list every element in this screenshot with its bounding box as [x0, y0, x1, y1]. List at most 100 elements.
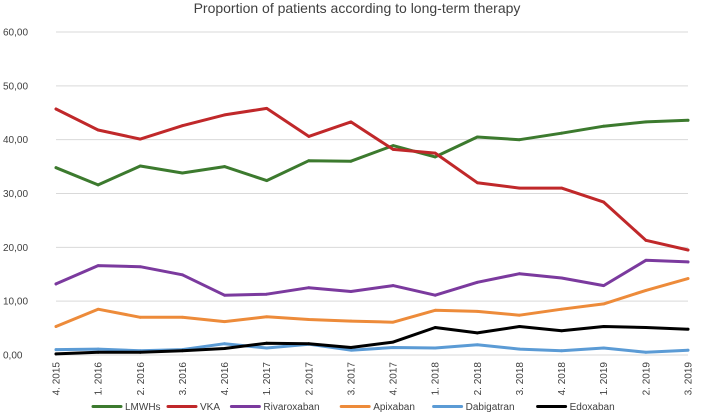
- data-point-edoxaban: [518, 325, 521, 328]
- data-point-apixaban: [138, 315, 142, 319]
- x-tick-label: 1. 2016: [94, 362, 105, 396]
- data-point-apixaban: [349, 319, 353, 323]
- data-point-edoxaban: [391, 340, 395, 344]
- data-point-lmwhs: [644, 120, 648, 124]
- legend-item-edoxaban: Edoxaban: [536, 402, 615, 413]
- series-line-lmwhs: [54, 118, 690, 187]
- data-point-edoxaban: [138, 350, 142, 354]
- legend-label: Edoxaban: [570, 402, 615, 413]
- legend-label: Dabigatran: [466, 402, 515, 413]
- data-point-vka: [602, 200, 606, 204]
- series-apixaban: [54, 277, 690, 328]
- gridlines: [56, 31, 688, 356]
- data-point-lmwhs: [307, 159, 311, 163]
- data-point-apixaban: [518, 313, 521, 317]
- data-point-edoxaban: [181, 349, 184, 353]
- data-point-rivaroxaban: [686, 260, 690, 264]
- data-point-edoxaban: [560, 329, 563, 333]
- y-tick-label: 30,00: [3, 189, 28, 200]
- data-point-rivaroxaban: [223, 293, 226, 297]
- data-point-vka: [391, 147, 395, 151]
- legend: LMWHs VKA Rivaroxaban Apixaban Dabigatran Edo…: [91, 402, 615, 413]
- legend-item-lmwhs: LMWHs: [91, 402, 161, 413]
- x-tick-label: 1. 2017: [262, 362, 273, 396]
- data-point-rivaroxaban: [265, 292, 269, 296]
- data-point-dabigatran: [518, 347, 521, 351]
- data-point-lmwhs: [602, 124, 606, 128]
- x-tick-label: 4. 2017: [389, 362, 400, 396]
- data-point-lmwhs: [560, 131, 563, 135]
- legend-item-rivaroxaban: Rivaroxaban: [229, 402, 320, 413]
- data-point-dabigatran: [560, 349, 563, 353]
- legend-item-apixaban: Apixaban: [339, 402, 415, 413]
- data-point-edoxaban: [475, 331, 479, 335]
- data-point-vka: [349, 120, 353, 124]
- data-point-edoxaban: [349, 346, 353, 349]
- data-point-lmwhs: [96, 183, 100, 187]
- legend-label: LMWHs: [125, 402, 161, 413]
- data-point-rivaroxaban: [433, 293, 437, 297]
- y-axis-ticks: 0,00 10,00 20,00 30,00 40,00 50,00 60,00: [3, 28, 28, 362]
- data-point-vka: [433, 151, 437, 155]
- legend-item-vka: VKA: [166, 402, 220, 413]
- data-point-edoxaban: [644, 326, 648, 329]
- series-line-edoxaban: [54, 325, 690, 356]
- data-point-edoxaban: [223, 347, 226, 350]
- data-point-rivaroxaban: [181, 273, 184, 277]
- y-tick-label: 0,00: [3, 351, 23, 362]
- data-point-lmwhs: [686, 118, 690, 122]
- data-point-vka: [518, 186, 521, 190]
- data-point-dabigatran: [265, 346, 269, 350]
- data-point-vka: [54, 107, 58, 111]
- data-point-lmwhs: [223, 165, 226, 168]
- data-point-rivaroxaban: [307, 286, 311, 290]
- data-point-apixaban: [96, 307, 100, 311]
- data-point-vka: [96, 128, 100, 132]
- data-point-rivaroxaban: [560, 276, 563, 280]
- x-tick-label: 2. 2019: [641, 362, 652, 396]
- legend-label: Apixaban: [373, 402, 415, 413]
- data-point-dabigatran: [686, 348, 690, 352]
- x-axis-ticks: 4. 2015 1. 2016 2. 2016 3. 2016 4. 2016 1. 20…: [52, 362, 695, 396]
- data-point-apixaban: [602, 302, 606, 306]
- y-tick-label: 20,00: [3, 243, 28, 254]
- series-line-rivaroxaban: [54, 258, 690, 297]
- data-point-vka: [181, 124, 184, 128]
- data-point-edoxaban: [686, 327, 690, 331]
- data-point-vka: [138, 137, 142, 141]
- data-point-apixaban: [181, 315, 184, 319]
- data-point-apixaban: [265, 315, 269, 319]
- data-point-edoxaban: [307, 342, 311, 346]
- data-point-lmwhs: [349, 159, 353, 163]
- data-point-vka: [223, 113, 226, 117]
- y-tick-label: 40,00: [3, 135, 28, 146]
- data-point-apixaban: [475, 309, 479, 313]
- data-point-dabigatran: [96, 347, 100, 351]
- series-lmwhs: [54, 118, 690, 187]
- data-point-apixaban: [644, 289, 648, 292]
- x-tick-label: 2. 2018: [473, 362, 484, 396]
- data-point-rivaroxaban: [644, 258, 648, 262]
- data-point-lmwhs: [138, 164, 142, 168]
- data-point-rivaroxaban: [54, 282, 58, 286]
- data-point-lmwhs: [518, 138, 521, 142]
- x-tick-label: 2. 2016: [136, 362, 147, 396]
- x-tick-label: 3. 2018: [515, 362, 526, 396]
- data-point-apixaban: [223, 320, 226, 324]
- data-point-rivaroxaban: [349, 290, 353, 293]
- data-point-edoxaban: [265, 341, 269, 345]
- y-tick-label: 50,00: [3, 81, 28, 92]
- series-vka: [54, 106, 690, 252]
- x-tick-label: 4. 2018: [557, 362, 568, 396]
- legend-label: Rivaroxaban: [263, 402, 319, 413]
- data-point-vka: [307, 135, 311, 138]
- data-point-edoxaban: [54, 352, 58, 356]
- series-line-apixaban: [54, 277, 690, 328]
- data-point-dabigatran: [475, 343, 479, 347]
- legend-item-dabigatran: Dabigatran: [432, 402, 515, 413]
- data-point-rivaroxaban: [602, 284, 606, 287]
- data-point-apixaban: [391, 320, 395, 324]
- data-point-edoxaban: [96, 350, 100, 354]
- data-point-lmwhs: [391, 144, 395, 147]
- data-point-vka: [644, 238, 648, 242]
